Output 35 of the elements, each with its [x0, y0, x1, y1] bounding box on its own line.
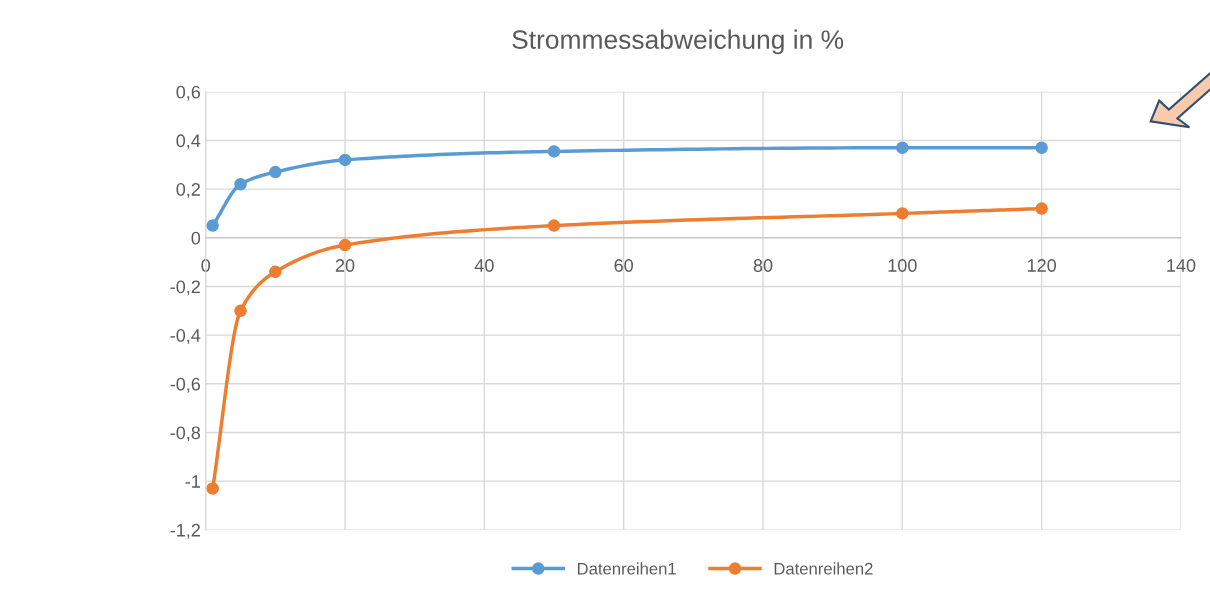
- legend-label: Datenreihen2: [774, 562, 873, 575]
- point: [269, 265, 282, 279]
- y-tick-label: -0,2: [170, 280, 200, 296]
- x-tick-label: 20: [335, 259, 355, 272]
- point: [896, 207, 909, 220]
- y-tick-label: -0,4: [170, 329, 201, 344]
- point: [206, 219, 219, 232]
- x-tick-label: 60: [614, 259, 633, 272]
- point: [338, 238, 352, 252]
- legend-label: Datenreihen1: [577, 562, 676, 575]
- point: [338, 153, 352, 167]
- x-tick-label: 100: [888, 259, 917, 272]
- point: [1035, 141, 1048, 154]
- point: [547, 145, 561, 158]
- point: [269, 165, 282, 179]
- y-tick-label: -0,6: [170, 377, 201, 393]
- y-tick-label: 0,4: [176, 134, 201, 150]
- point: [547, 219, 561, 232]
- x-tick-label: 120: [1027, 259, 1056, 272]
- point: [234, 304, 247, 318]
- x-tick-label: 140: [1167, 259, 1196, 272]
- x-tick-label: 40: [474, 259, 494, 272]
- chart-title: Strommessabweichung in %: [512, 29, 844, 55]
- point: [1035, 202, 1048, 215]
- y-tick-label: -0,8: [170, 426, 201, 442]
- point: [234, 177, 247, 191]
- y-tick-label: 0: [191, 231, 201, 245]
- x-tick-label: 80: [753, 259, 773, 272]
- y-tick-label: -1: [185, 475, 200, 488]
- point: [206, 482, 219, 495]
- x-tick-label: 0: [201, 259, 211, 272]
- point: [896, 141, 909, 154]
- y-tick-label: 0,2: [176, 183, 200, 198]
- y-tick-label: 0,6: [176, 85, 201, 101]
- y-tick-label: -1,2: [170, 523, 200, 539]
